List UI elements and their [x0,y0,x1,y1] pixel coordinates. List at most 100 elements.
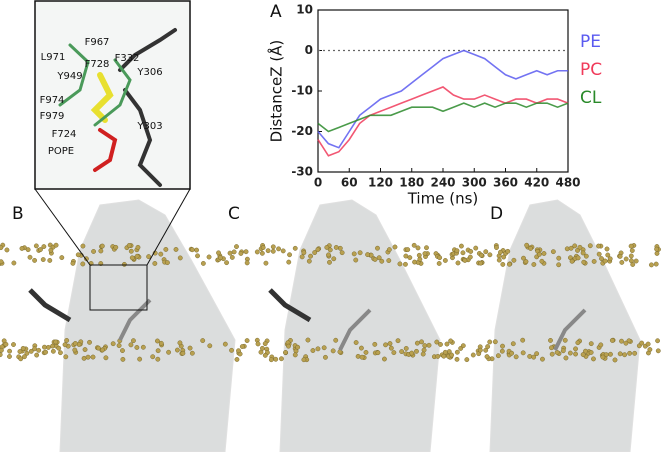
lipid-bead [229,255,235,260]
lipid-bead [449,352,455,358]
x-tick-label: 240 [430,176,455,190]
lipid-tail [118,298,152,341]
lipid-bead [134,345,140,350]
lipid-bead [588,341,594,347]
lipid-bead [454,349,460,355]
lipid-bead [357,250,363,256]
lipid-bead [414,340,420,346]
lipid-bead [494,245,499,250]
lipid-bead [415,245,421,251]
lipid-bead [575,340,581,346]
lipid-bead [498,249,503,255]
lipid-bead [63,354,69,360]
lipid-bead [619,338,624,344]
lipid-bead [556,255,562,261]
lipid-bead [655,348,661,354]
lipid-bead [187,345,193,351]
lipid-bead [617,253,623,259]
lipid-bead [575,255,581,261]
lipid-bead [301,357,307,363]
x-tick-label: 120 [368,176,393,190]
lipid-bead [80,261,86,267]
lipid-bead [259,250,265,256]
lipid-bead [403,346,409,351]
lipid-bead [81,355,87,361]
lipid-bead [17,349,23,354]
lipid-bead [416,252,422,258]
lipid-bead [500,343,505,349]
x-tick-label: 300 [462,176,487,190]
lipid-bead [588,350,594,355]
panel-label: D [490,204,503,224]
lipid-bead [412,259,417,265]
lipid-bead [34,352,40,358]
lipid-bead [376,255,382,261]
lipid-bead [549,351,555,357]
lipid-bead [649,262,654,268]
lipid-bead [596,251,602,257]
lipid-bead [72,341,78,346]
lipid-bead [96,345,101,351]
lipid-bead [163,247,169,252]
lipid-bead [177,255,183,261]
lipid-bead [359,345,364,351]
lipid-bead [286,343,291,349]
lipid-bead [534,351,540,357]
lipid-bead [383,342,388,348]
lipid-bead [639,340,645,346]
lipid-tail [553,308,587,351]
zoom-box [89,264,148,311]
residue-label: Y949 [56,71,82,82]
lipid-bead [499,348,505,354]
lipid-bead [7,348,12,354]
lipid-bead [355,353,361,359]
protein-surface [59,199,236,452]
lipid-bead [234,244,239,249]
series-line [317,86,569,157]
lipid-bead [315,346,321,352]
lipid-bead [50,343,55,349]
lipid-bead [609,338,615,343]
lipid-bead [327,259,332,265]
lipid-bead [462,258,468,263]
lipid-bead [3,341,9,347]
lipid-bead [48,247,54,253]
lipid-bead [572,243,578,249]
lipid-bead [64,338,70,343]
chart: A -30 -20 -10 0 10 0 60 120 180 240 300 360 420 480 Tim… [267,2,603,208]
lipid-bead [135,244,141,250]
lipid-bead [243,249,249,255]
lipid-bead [295,344,301,350]
lipid-bead [536,251,542,257]
lipid-bead [315,247,321,252]
lipid-bead [434,339,440,345]
lipid-bead [152,261,158,266]
lipid-bead [137,356,143,362]
lipid-bead [134,253,140,259]
lipid-bead [467,254,473,260]
lipid-bead [177,340,183,346]
lipid-bead [333,245,339,250]
inset-sticks [58,28,177,187]
lipid-bead [487,252,493,258]
lipid-bead [591,259,597,264]
lipid-bead [484,354,490,360]
x-tick-label: 420 [524,176,549,190]
lipid-bead [375,245,380,251]
lipid-bead [59,255,65,260]
lipid-bead [495,353,501,359]
lipid-bead [598,342,604,348]
lipid-bead [280,248,286,254]
lipid-bead [633,258,639,264]
lipid-bead [155,356,161,362]
lipid-bead [158,251,164,257]
lipid-bead [255,341,261,347]
lipid-bead [628,258,634,264]
lipid-bead [244,260,250,266]
lipid-bead [468,249,474,254]
lipid-bead [388,345,394,351]
lipid-bead [424,245,429,251]
lipid-bead [270,248,276,254]
lipid-bead [227,250,233,256]
lipid-bead [435,354,441,359]
